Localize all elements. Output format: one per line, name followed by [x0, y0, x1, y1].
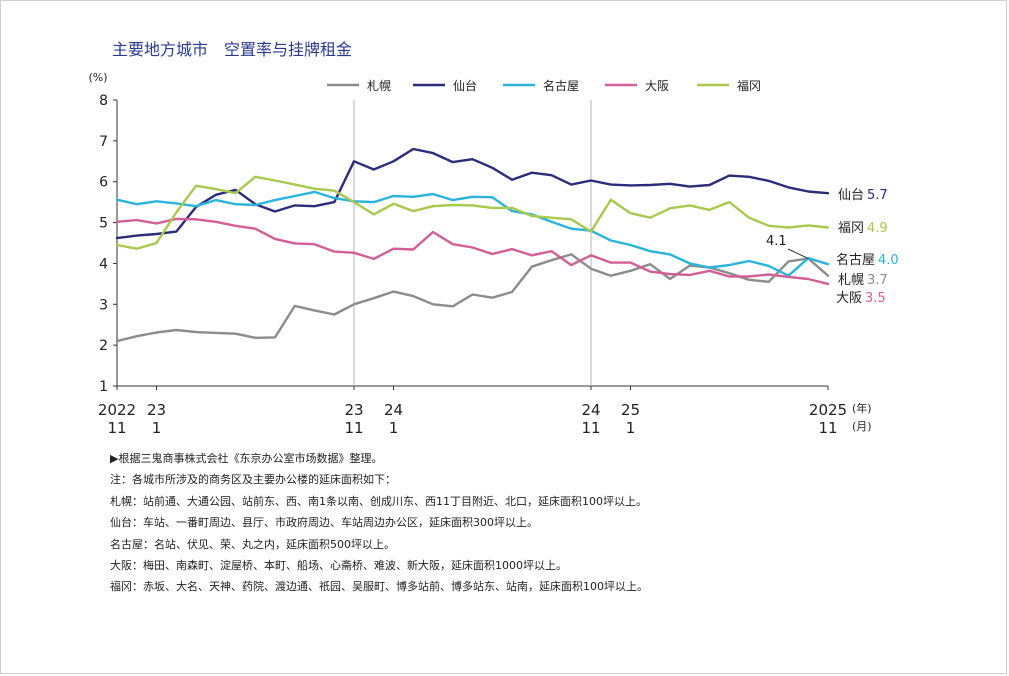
- x-tick-year: 23: [147, 401, 166, 419]
- legend-label: 札幌: [367, 78, 391, 93]
- end-value-札幌: 3.7: [867, 273, 888, 288]
- annotation-leader: [787, 248, 809, 259]
- end-label-福冈: 福冈: [838, 221, 864, 236]
- chart-title: 主要地方城市 空置率与挂牌租金: [112, 40, 353, 59]
- y-tick-label: 1: [99, 379, 108, 395]
- y-tick-label: 2: [99, 338, 108, 354]
- end-value-福冈: 4.9: [867, 221, 888, 236]
- x-tick-year: 24: [384, 401, 403, 419]
- series-line-仙台: [115, 147, 830, 240]
- series-line-札幌: [115, 253, 830, 343]
- series-line-福冈: [115, 175, 830, 250]
- note-header: 注：各城市所涉及的商务区及主要办公楼的延床面积如下：: [110, 473, 396, 487]
- y-tick-label: 3: [99, 297, 108, 313]
- x-tick-month: 11: [581, 419, 600, 437]
- note-nagoya: 名古屋：名站、伏见、荣、丸之内，延床面积500坪以上。: [110, 537, 395, 551]
- x-tick-year: 2022: [98, 401, 136, 419]
- note-sendai: 仙台：车站、一番町周边、县厅、市政府周边、车站周边办公区，延床面积300坪以上。: [110, 516, 538, 530]
- end-value-名古屋: 4.0: [878, 253, 899, 268]
- end-label-仙台: 仙台: [838, 188, 864, 203]
- note-source: ▶根据三鬼商事株式会社《东京办公室市场数据》整理。: [110, 452, 383, 465]
- x-tick-month: 11: [818, 419, 837, 437]
- series-line-名古屋: [115, 190, 830, 277]
- end-label-大阪: 大阪: [836, 291, 862, 306]
- y-tick-label: 6: [99, 175, 108, 191]
- end-label-札幌: 札幌: [838, 272, 864, 288]
- x-tick-month: 1: [626, 419, 636, 437]
- y-tick-label: 5: [99, 216, 108, 232]
- x-tick-year: 23: [344, 401, 363, 419]
- notes-block: ▶根据三鬼商事株式会社《东京办公室市场数据》整理。 注：各城市所涉及的商务区及主…: [110, 448, 648, 598]
- y-tick-label: 7: [99, 134, 108, 150]
- y-tick-label: 8: [99, 93, 108, 109]
- x-axis-unit-month: (月): [852, 420, 872, 433]
- legend-label: 名古屋: [543, 78, 579, 93]
- legend-label: 福冈: [737, 78, 761, 93]
- y-tick-label: 4: [99, 256, 108, 272]
- x-tick-month: 11: [107, 419, 126, 437]
- x-tick-year: 25: [621, 401, 640, 419]
- legend-label: 仙台: [453, 78, 477, 93]
- end-value-大阪: 3.5: [865, 291, 886, 306]
- note-sapporo: 札幌：站前通、大通公园、站前东、西、南1条以南、创成川东、西11丁目附近、北口，…: [110, 494, 647, 508]
- note-osaka: 大阪：梅田、南森町、淀屋桥、本町、船场、心斋桥、难波、新大阪，延床面积1000坪…: [110, 559, 567, 573]
- series-line-大阪: [115, 217, 830, 286]
- legend-label: 大阪: [645, 79, 669, 93]
- end-label-名古屋: 名古屋: [836, 252, 875, 268]
- y-axis-unit: (%): [88, 71, 107, 84]
- note-fukuoka: 福冈：赤坂、大名、天神、药院、渡边通、祇园、吴服町、博多站前、博多站东、站南，延…: [110, 580, 648, 594]
- x-tick-year: 2025: [809, 401, 847, 419]
- x-axis-unit-year: (年): [852, 401, 872, 415]
- end-value-仙台: 5.7: [867, 188, 888, 203]
- x-tick-month: 11: [344, 419, 363, 437]
- x-tick-month: 1: [152, 419, 162, 437]
- x-tick-year: 24: [581, 401, 600, 419]
- x-tick-month: 1: [389, 419, 399, 437]
- annotation-label: 4.1: [766, 234, 787, 249]
- line-chart: 12345678(%)20221123123112412411251202511…: [88, 71, 899, 437]
